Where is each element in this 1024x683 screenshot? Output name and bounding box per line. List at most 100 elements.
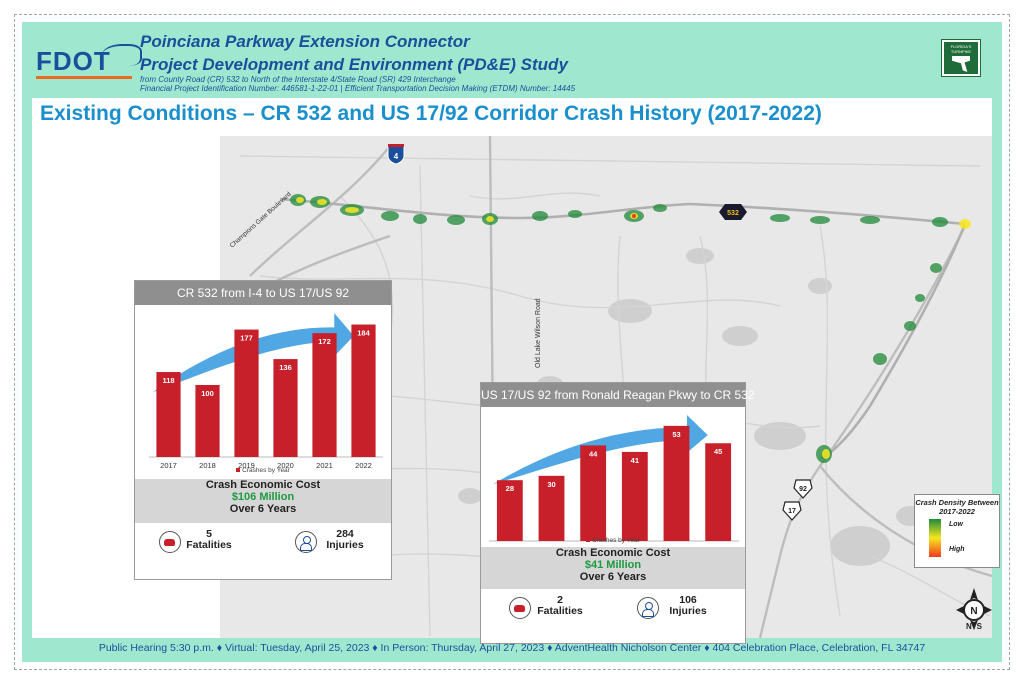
- bar-value-label: 177: [240, 334, 253, 343]
- stats-row: 2 Fatalities 106 Injuries: [481, 593, 745, 625]
- chart-legend: Crashes by Year: [481, 537, 745, 544]
- bar-value-label: 44: [589, 449, 598, 458]
- fatalities-count: 5: [206, 528, 212, 540]
- x-tick-label: 2017: [160, 461, 177, 470]
- cr532-shield-icon: [719, 204, 747, 220]
- florida-swoosh-icon: [102, 44, 142, 66]
- car-crash-icon: [509, 597, 531, 619]
- injuries-count: 106: [679, 594, 697, 606]
- logo-underline: [36, 76, 132, 79]
- chart-bar: [195, 385, 220, 457]
- i4-shield-icon: [387, 144, 405, 165]
- study-title: Project Development and Environment (PD&…: [140, 55, 568, 74]
- turnpike-logo: FLORIDA'S TURNPIKE: [941, 39, 981, 77]
- crash-hotspots: [290, 194, 971, 463]
- fatalities-stat: 2 Fatalities: [535, 595, 585, 617]
- fdot-logo: FDOT: [36, 42, 144, 79]
- poster: FDOT Poinciana Parkway Extension Connect…: [22, 22, 1002, 662]
- fdot-logo-text: FDOT: [36, 46, 111, 76]
- chart-title: CR 532 from I-4 to US 17/US 92: [135, 281, 391, 305]
- bar-value-label: 45: [714, 447, 722, 456]
- fatalities-label: Fatalities: [186, 539, 232, 551]
- bar-value-label: 28: [506, 484, 514, 493]
- chart-bar: [312, 333, 337, 457]
- bar-value-label: 136: [279, 363, 292, 372]
- crash-density-legend: Crash Density Between 2017-2022 Low High: [914, 494, 1000, 568]
- density-gradient-bar: [929, 519, 941, 557]
- cr532-shield-label: 532: [727, 210, 739, 217]
- chart-bar: [663, 425, 690, 541]
- injuries-stat: 106 Injuries: [663, 595, 713, 617]
- car-crash-icon: [159, 531, 181, 553]
- us92-shield-label: 92: [799, 486, 807, 493]
- chart-panel-cr532: CR 532 from I-4 to US 17/US 92 118 2017 10…: [134, 280, 392, 580]
- chart-bar: [234, 329, 259, 457]
- project-limits: from County Road (CR) 532 to North of th…: [140, 75, 456, 84]
- fatalities-stat: 5 Fatalities: [185, 529, 233, 551]
- florida-shape-icon: [952, 56, 970, 72]
- i4-shield-label: 4: [394, 152, 399, 161]
- chart-bar: [351, 324, 376, 457]
- chart-legend: Crashes by Year: [135, 467, 391, 474]
- page-border: [14, 14, 1010, 670]
- legend-label: Crashes by Year: [592, 537, 640, 544]
- turnpike-logo-text: FLORIDA'S TURNPIKE: [950, 44, 972, 54]
- bar-value-label: 118: [162, 376, 174, 385]
- bar-value-label: 184: [357, 329, 370, 338]
- chart-bar: [621, 451, 648, 541]
- us17-shield-icon: [782, 501, 802, 521]
- content-area: Existing Conditions – CR 532 and US 17/9…: [32, 98, 1000, 644]
- bar-chart-cr532: 118 2017 100 2018 177 2019 136 2020 172 2021 184 20…: [149, 313, 383, 470]
- chart-bar: [538, 475, 565, 541]
- project-title: Poinciana Parkway Extension Connector: [140, 32, 470, 51]
- x-tick-label: 2020: [277, 461, 294, 470]
- chart-bar: [580, 445, 607, 541]
- footer-meeting-info: Public Hearing 5:30 p.m. ♦ Virtual: Tues…: [98, 642, 926, 654]
- fatalities-label: Fatalities: [537, 605, 583, 617]
- density-high-label: High: [949, 546, 965, 553]
- us17-shield-label: 17: [788, 508, 796, 515]
- old-lake-wilson-road-label: Old Lake Wilson Road: [535, 298, 542, 368]
- cost-period: Over 6 Years: [579, 571, 647, 583]
- economic-cost-box: Crash Economic Cost $41 Million Over 6 Y…: [481, 547, 745, 589]
- cost-label: Crash Economic Cost: [555, 547, 671, 559]
- fatalities-count: 2: [557, 594, 563, 606]
- header: FDOT Poinciana Parkway Extension Connect…: [22, 22, 1002, 94]
- density-legend-title: Crash Density Between 2017-2022: [915, 498, 999, 516]
- chart-bar: [273, 359, 298, 457]
- page-title: Existing Conditions – CR 532 and US 17/9…: [40, 102, 822, 125]
- chart-title: US 17/US 92 from Ronald Reagan Pkwy to C…: [481, 383, 754, 407]
- legend-swatch: [236, 468, 241, 473]
- x-tick-label: 2018: [199, 461, 216, 470]
- chart-bar: [156, 372, 181, 457]
- us17-92-corridor: [819, 223, 967, 460]
- cost-value: $106 Million: [231, 491, 295, 503]
- bar-value-label: 30: [547, 480, 555, 489]
- x-tick-label: 2019: [238, 461, 255, 470]
- cost-period: Over 6 Years: [229, 503, 297, 515]
- north-letter: N: [970, 606, 977, 617]
- injuries-label: Injuries: [326, 539, 364, 551]
- bar-value-label: 53: [672, 430, 680, 439]
- bar-chart-us17-92: 282017302018442019412020532021452022: [489, 415, 739, 554]
- cr532-corridor: [279, 197, 966, 226]
- x-tick-label: 2021: [316, 461, 333, 470]
- injured-person-icon: [637, 597, 659, 619]
- chart-bar: [705, 443, 732, 541]
- injuries-count: 284: [336, 528, 354, 540]
- chart-panel-us17-92: US 17/US 92 from Ronald Reagan Pkwy to C…: [480, 382, 754, 644]
- injuries-stat: 284 Injuries: [321, 529, 369, 551]
- legend-label: Crashes by Year: [242, 467, 290, 474]
- stats-row: 5 Fatalities 284 Injuries: [135, 527, 391, 559]
- injuries-label: Injuries: [669, 605, 707, 617]
- scale-note: NTS: [966, 622, 982, 631]
- x-tick-label: 2022: [355, 461, 372, 470]
- cost-value: $41 Million: [584, 559, 642, 571]
- chart-bar: [496, 480, 523, 541]
- density-low-label: Low: [949, 521, 963, 528]
- north-arrow-icon: N: [956, 588, 992, 630]
- injured-person-icon: [295, 531, 317, 553]
- bar-value-label: 172: [318, 337, 331, 346]
- cost-label: Crash Economic Cost: [205, 479, 321, 491]
- economic-cost-box: Crash Economic Cost $106 Million Over 6 …: [135, 479, 391, 523]
